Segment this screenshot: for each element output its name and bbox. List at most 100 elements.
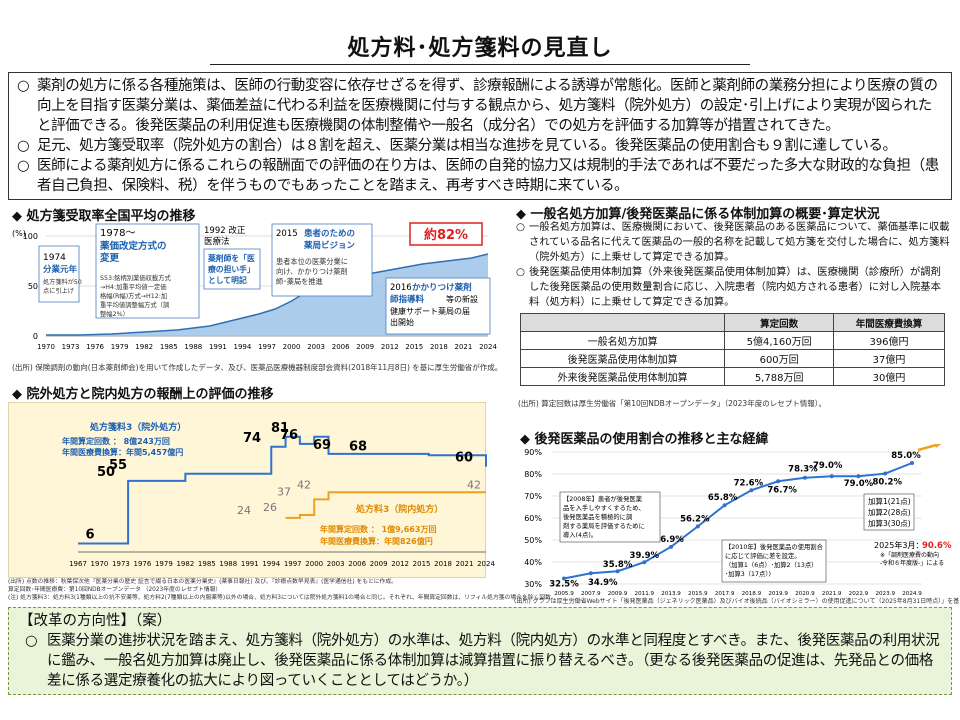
chart3-source: (出所) グラフは厚生労働省Webサイト「後発医薬品（ジェネリック医薬品）及びバ… xyxy=(514,598,960,605)
annotation-box xyxy=(271,223,373,297)
series-stat-inside: 年間算定回数 ： 1億9,663万回 xyxy=(320,524,436,534)
x-tick-label: 2009 xyxy=(356,343,374,351)
data-point xyxy=(722,503,727,508)
data-label: 72.6% xyxy=(734,478,764,488)
annotation-body: →H4:加重平均値一定価 xyxy=(100,282,167,291)
table-cell: 5億4,160万回 xyxy=(724,331,834,350)
data-label: 56.2% xyxy=(680,514,710,524)
rp-item: ○ 後発医薬品使用体制加算（外来後発医薬品使用体制加算）は、医療機関（診療所）が… xyxy=(516,265,950,310)
data-label-inside: 42 xyxy=(297,478,311,491)
x-tick-label: 1985 xyxy=(160,343,178,351)
x-tick-label: 2023.9 xyxy=(875,591,895,597)
x-tick-label: 2015 xyxy=(405,343,423,351)
annotation-head: 薬剤師を「医 xyxy=(208,253,255,263)
data-point xyxy=(562,576,566,581)
annotation-head: 変更 xyxy=(100,252,120,264)
table-row: 外来後発医薬品使用体制加算 5,788万回 30億円 xyxy=(519,367,945,386)
annotation-body: 整幅2%） xyxy=(100,309,129,318)
x-tick-label: 2021 xyxy=(455,343,473,351)
table-source: (出所) 算定回数は厚生労働省「第10回NDBオープンデータ」（2023年度のレ… xyxy=(518,399,826,408)
area-series xyxy=(46,254,488,336)
y-tick-label: 90% xyxy=(524,448,542,457)
annotation-head: 医療法 xyxy=(204,236,230,247)
bullet-circle: ○ xyxy=(17,138,30,154)
y-tick-label: 60% xyxy=(524,514,542,523)
table-header-cell: 年間医療費換算 xyxy=(833,313,945,332)
chart3-svg: 90% 80% 70% 60% 50% 40% 30% 2005.9 2007.9 2009.9 2… xyxy=(524,444,952,597)
x-tick-label: 1970 xyxy=(91,560,109,568)
annotation-head: 患者のための xyxy=(304,228,355,239)
data-label-outside: 60 xyxy=(455,451,473,466)
data-label-outside: 6 xyxy=(85,527,94,542)
annotation-text: 【2008年】患者が後発医薬 xyxy=(563,494,643,503)
x-tick-label: 2019.9 xyxy=(768,591,788,597)
note-line: (出所) 点数の推移：秋葉保次他『医薬分業の歴史 証言で綴る日本の医薬分業史』(… xyxy=(8,579,397,585)
series-line xyxy=(563,462,913,580)
annotation-head: 1992 改正 xyxy=(204,225,246,236)
chart2-background xyxy=(8,402,486,578)
table-header-row: 算定回数 年間医療費換算 xyxy=(519,313,945,332)
x-tick-label: 2021.9 xyxy=(822,591,842,597)
annotation-year: 2015 xyxy=(276,229,298,239)
x-tick-label: 2024.9 xyxy=(902,591,922,597)
data-label: 46.9% xyxy=(654,535,684,545)
intro-text: 薬剤の処方に係る各種施策は、医師の行動変容に依存せざるを得ず、診療報酬による誘導… xyxy=(37,78,938,134)
x-tick-label: 2020.9 xyxy=(795,591,815,597)
march-note: ※「調剤医療費の動向 xyxy=(880,551,939,559)
y-tick-label: 70% xyxy=(524,492,542,501)
x-tick-label: 2022.9 xyxy=(849,591,869,597)
x-tick-label: 2024 xyxy=(479,343,497,351)
y-tick-label: 50 xyxy=(28,282,38,291)
annotation-body: 処方箋料が50 xyxy=(43,278,82,286)
data-label: 85.0% xyxy=(891,451,921,461)
series-stat-inside: 年間医療費換算：年間826億円 xyxy=(320,536,433,546)
x-tick-label: 2018 xyxy=(434,560,452,568)
bullet-circle: ○ xyxy=(25,633,38,649)
table-cell: 後発医薬品使用体制加算 xyxy=(519,349,726,368)
chart3-title: ◆ 後発医薬品の使用割合の推移と主な経緯 xyxy=(520,432,769,447)
data-label-inside: 26 xyxy=(263,501,277,514)
table-cell: 30億円 xyxy=(833,367,945,386)
data-label: 32.5% xyxy=(549,580,579,590)
data-point xyxy=(642,560,647,565)
table-cell: 一般名処方加算 xyxy=(519,331,726,350)
y-tick-label: 100 xyxy=(23,232,38,241)
title-underline xyxy=(210,64,750,65)
series-title-outside: 処方箋料3（院外処方） xyxy=(89,421,186,433)
annotation-text: 【2010年】後発医薬品の使用割合 xyxy=(725,542,824,551)
chart2-notes: (出所) 点数の推移：秋葉保次他『医薬分業の歴史 証言で綴る日本の医薬分業史』(… xyxy=(8,578,557,602)
annotation-head: 薬価改定方式の xyxy=(99,240,167,252)
note-line: 算定回数･年間医療費：第10回NDBオープンデータ （2023年度のレセプト情報… xyxy=(8,587,222,593)
annotation-head: 療の担い手」 xyxy=(208,264,255,274)
x-tick-label: 1997 xyxy=(284,560,302,568)
march-value: 90.6% xyxy=(922,541,952,551)
y-tick-label: 30% xyxy=(524,580,542,589)
annotation-text: 剤する薬局を評価するために xyxy=(563,521,645,530)
x-tick-label: 2011.9 xyxy=(635,591,655,597)
x-tick-label: 1979 xyxy=(155,560,173,568)
annotation-body: 等の新設 xyxy=(446,294,478,304)
data-label-outside: 50 xyxy=(97,465,115,480)
annotation-box xyxy=(95,223,200,319)
intro-text: 足元、処方箋受取率（院外処方の割合）は８割を超え、医薬分業は相当な進捗を見ている… xyxy=(37,138,897,154)
annotation-year: 1978～ xyxy=(100,228,135,239)
y-axis-label: (%) xyxy=(12,229,26,238)
x-tick-label: 2024 xyxy=(477,560,495,568)
annotation-body: 向け、かかりつけ薬剤 xyxy=(276,267,348,276)
annotation-text: 後発医薬品を積極的に調 xyxy=(563,512,632,521)
annotation-body: 出開始 xyxy=(390,317,414,327)
x-tick-label: 1976 xyxy=(134,560,152,568)
x-tick-label: 2013.9 xyxy=(661,591,681,597)
x-tick-label: 1970 xyxy=(37,343,55,351)
reform-box: 【改革の方向性】（案） ○ 医薬分業の進捗状況を踏まえ、処方箋料（院外処方）の水… xyxy=(8,607,952,695)
x-tick-label: 2003 xyxy=(307,343,325,351)
annotation-text: 導入(4点)。 xyxy=(563,530,597,539)
bullet-circle: ○ xyxy=(516,266,525,278)
rp-item-text: 一般名処方加算は、医療機関において、後発医薬品のある医薬品について、薬価基準に収… xyxy=(529,221,950,263)
x-tick-label: 1982 xyxy=(176,560,194,568)
annotation-text: ･加算3（17点）) xyxy=(725,569,771,578)
x-tick-label: 1973 xyxy=(62,343,80,351)
data-label: 80.2% xyxy=(872,478,902,488)
x-tick-label: 1979 xyxy=(111,343,129,351)
x-tick-label: 1994 xyxy=(234,343,252,351)
